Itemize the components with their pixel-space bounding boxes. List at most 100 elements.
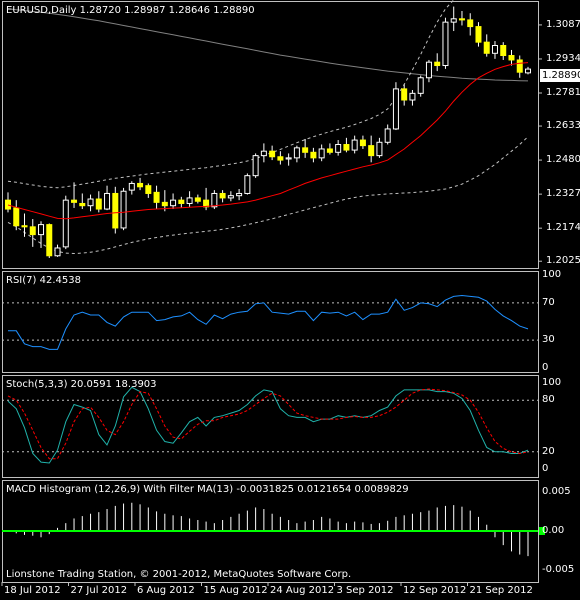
candle-body (186, 197, 193, 204)
candle-body (458, 18, 465, 21)
stoch-axis-label: 0 (542, 463, 549, 474)
macd-axis-label: 0.005 (542, 485, 571, 497)
candle-body (104, 192, 111, 210)
lower-envelope-line (7, 136, 529, 255)
price-axis-label: 1.21740 (546, 222, 580, 234)
rsi-axis-label: 0 (542, 362, 549, 373)
main-panel-frame (2, 1, 539, 269)
candle-body (434, 61, 441, 67)
candle-body (359, 139, 366, 147)
upper-envelope-line (7, 0, 455, 189)
candle-body (285, 157, 292, 160)
candle-body (29, 226, 36, 236)
stoch-axis-label: 20 (542, 445, 555, 457)
candle-body (62, 199, 69, 248)
candle-body (392, 88, 399, 130)
time-axis-label: 18 Jul 2012 (4, 585, 61, 596)
candle-body (170, 199, 177, 207)
price-axis-label: 1.29345 (546, 52, 580, 64)
price-axis-label: 1.30875 (546, 18, 580, 30)
candle-body (409, 92, 416, 101)
price-axis-label: 1.26330 (546, 120, 580, 132)
candle-body (38, 224, 45, 236)
candle-body (194, 197, 201, 202)
time-axis-label: 15 Aug 2012 (203, 585, 268, 596)
rsi-panel-frame (2, 271, 539, 373)
rsi-axis-label: 100 (542, 269, 562, 280)
price-axis-label: 1.27815 (546, 87, 580, 98)
stoch-axis-label: 100 (542, 377, 562, 388)
candle-body (236, 192, 243, 197)
candle-body (335, 144, 342, 153)
macd-title: MACD Histogram (12,26,9) With Filter MA(… (6, 484, 409, 495)
candle-body (211, 192, 218, 208)
candle-body (310, 151, 317, 159)
rsi-line (8, 294, 529, 350)
time-axis-label: 6 Aug 2012 (137, 585, 195, 596)
candle-body (244, 175, 251, 194)
stoch-panel-frame (2, 375, 539, 478)
candle-body (269, 150, 276, 158)
candle-body (153, 191, 160, 203)
time-axis-label: 24 Aug 2012 (270, 585, 335, 596)
price-axis-label: 1.20255 (546, 255, 580, 267)
candle-body (302, 147, 309, 153)
candle-body (120, 190, 127, 229)
stoch-title: Stoch(5,3,3) 20.0591 18.3903 (6, 379, 157, 390)
macd-filter-marker (539, 527, 545, 535)
stoch-signal-line (7, 388, 529, 460)
candle-body (318, 148, 325, 159)
candle-body (326, 148, 333, 153)
candle-body (54, 247, 61, 257)
candle-body (467, 19, 474, 28)
fast-moving-average-line (7, 62, 529, 220)
candle-body (293, 147, 300, 159)
stoch-axis-label: 80 (542, 394, 555, 406)
rsi-axis-label: 30 (542, 334, 555, 346)
candle-body (71, 199, 78, 203)
candle-body (112, 192, 119, 229)
candle-body (5, 199, 11, 210)
main-chart-title: EURUSD,Daily 1.28720 1.28987 1.28646 1.2… (6, 5, 255, 16)
candle-body (21, 225, 28, 228)
time-axis-label: 3 Sep 2012 (336, 585, 394, 596)
candle-body (343, 144, 350, 151)
candle-body (425, 61, 432, 79)
time-axis-label: 27 Jul 2012 (70, 585, 128, 596)
candle-body (351, 139, 358, 151)
candle-body (525, 68, 531, 74)
candle-body (401, 88, 408, 101)
candle-body (13, 207, 20, 227)
stoch-main-line (7, 386, 529, 464)
rsi-axis-label: 70 (542, 296, 555, 308)
candle-body (491, 45, 498, 54)
candle-body (277, 156, 284, 161)
macd-axis-label: 0.00 (542, 525, 565, 536)
candle-body (137, 182, 144, 188)
candle-body (483, 41, 490, 54)
candle-body (128, 182, 135, 191)
time-axis-label: 12 Sep 2012 (403, 585, 467, 596)
candle-body (161, 201, 168, 207)
candle-body (475, 26, 482, 43)
candle-body (376, 141, 383, 157)
rsi-title: RSI(7) 42.4538 (6, 275, 81, 286)
candle-body (178, 199, 185, 204)
candle-body (500, 45, 507, 57)
candle-body (145, 185, 152, 194)
macd-axis-label: -0.005 (542, 564, 575, 576)
candle-body (368, 145, 375, 157)
candle-body (219, 192, 226, 199)
price-axis-label: 1.24800 (546, 154, 580, 166)
current-price-tag: 1.28890 (540, 69, 580, 82)
slow-moving-average-line (7, 8, 529, 82)
price-axis-label: 1.23270 (546, 188, 580, 200)
candle-body (450, 18, 457, 23)
candle-body (227, 195, 234, 199)
candle-body (417, 77, 424, 94)
candle-body (442, 21, 449, 67)
candle-body (516, 59, 523, 73)
candle-body (79, 202, 86, 207)
candle-body (508, 55, 515, 61)
